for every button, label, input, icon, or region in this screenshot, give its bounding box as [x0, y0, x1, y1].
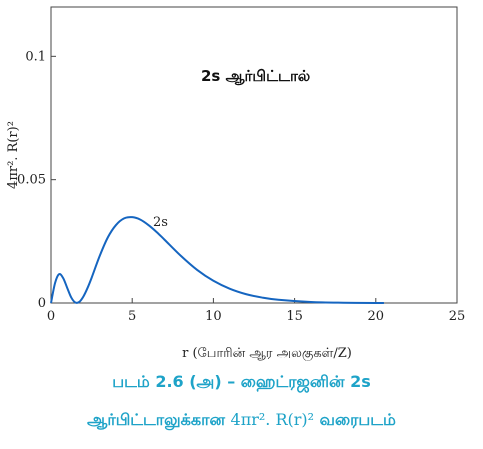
y-tick-label-0: 0	[38, 296, 46, 311]
y-tick-label-1: 0.05	[17, 173, 46, 188]
caption-formula: 4πr². R(r)²	[230, 410, 315, 429]
x-tick-label-5: 25	[449, 309, 466, 324]
series-label-2s: 2s	[153, 215, 168, 230]
y-axis-label: 4πr². R(r)²	[6, 121, 21, 189]
chart: 0 5 10 15 20 25 0 0.05 0.1 2s ஆர்பிட்டால் 2s 4πr…	[6, 6, 465, 361]
x-tick-label-3: 15	[286, 309, 303, 324]
x-tick-label-2: 10	[205, 309, 222, 324]
figure-caption-line-1: படம் 2.6 (அ) – ஹைட்ரஜனின் 2s	[0, 372, 483, 393]
series-line-2s	[50, 216, 384, 305]
plot-frame	[50, 6, 458, 304]
plot-area: 0 5 10 15 20 25 0 0.05 0.1 2s ஆர்பிட்டால் 2s	[17, 6, 465, 324]
caption-line-1-text: படம் 2.6 (அ) – ஹைட்ரஜனின் 2s	[112, 372, 371, 391]
y-tick-label-2: 0.1	[25, 49, 46, 64]
x-tick-label-4: 20	[368, 309, 385, 324]
chart-title: 2s ஆர்பிட்டால்	[201, 67, 310, 85]
axis-ticks: 0 5 10 15 20 25 0 0.05 0.1	[17, 49, 465, 324]
x-axis-label: r (போரின் ஆர அலகுகள்/Z)	[182, 346, 352, 361]
x-tick-label-0: 0	[47, 309, 55, 324]
figure-caption-line-2: ஆர்பிட்டாலுக்கான 4πr². R(r)² வரைபடம்	[0, 410, 483, 431]
caption-line-2-prefix: ஆர்பிட்டாலுக்கான	[87, 410, 225, 429]
x-tick-label-1: 5	[128, 309, 136, 324]
caption-line-2-suffix: வரைபடம்	[319, 410, 396, 429]
